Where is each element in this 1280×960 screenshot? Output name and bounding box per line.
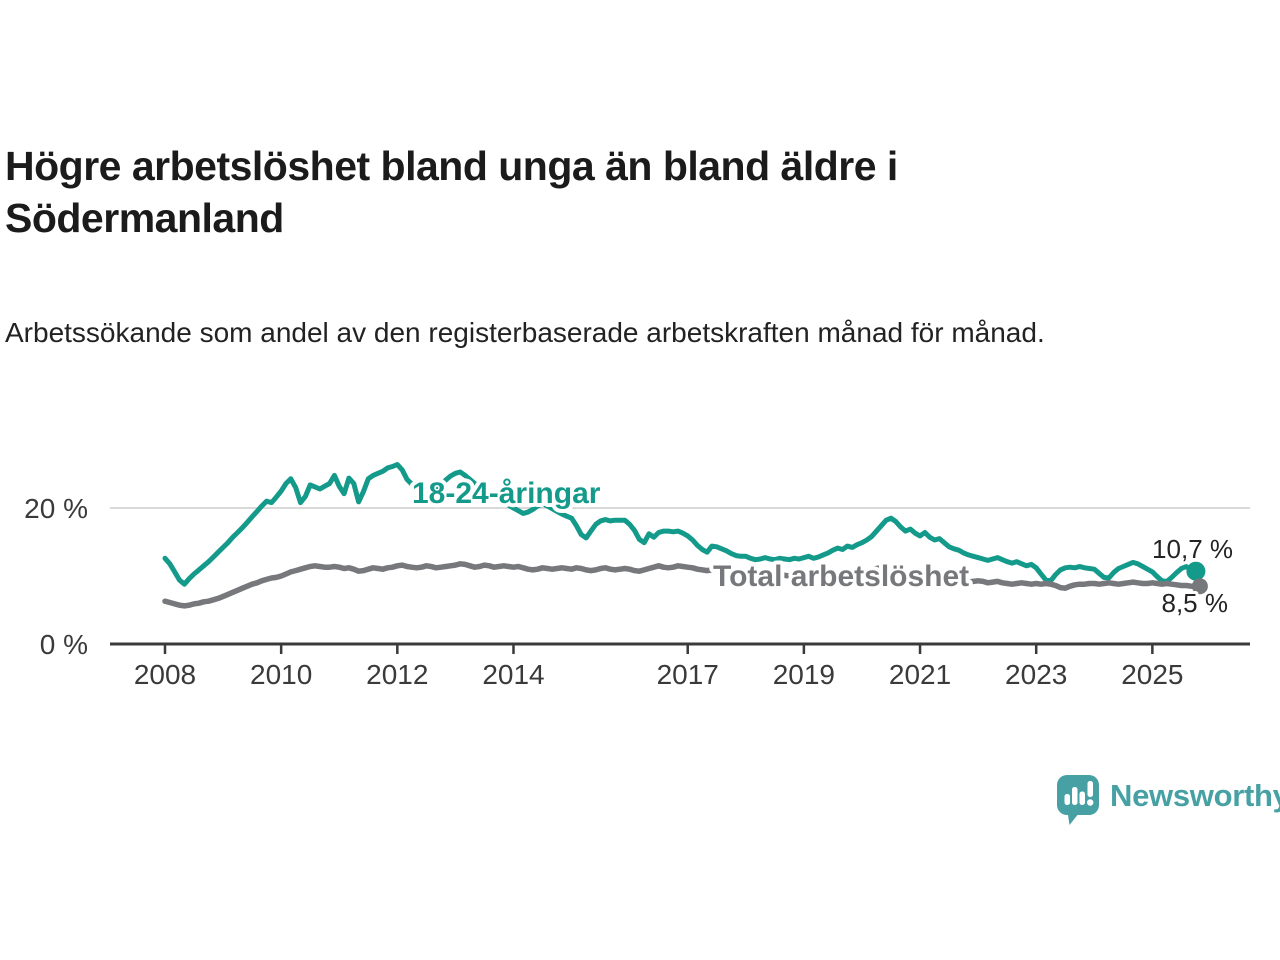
bar-chart-glyph	[1064, 781, 1094, 806]
x-tick-label: 2014	[482, 659, 544, 690]
x-tick-label: 2017	[657, 659, 719, 690]
brand-lockup: Newsworthy	[1056, 774, 1280, 827]
newsworthy-logo-icon	[1057, 775, 1099, 825]
x-tick-label: 2012	[366, 659, 428, 690]
x-tick-label: 2023	[1005, 659, 1067, 690]
brand-name: Newsworthy	[1110, 778, 1280, 813]
y-tick-label: 0 %	[40, 629, 88, 660]
end-value-label-total-arbetsloshet: 8,5 %	[1162, 588, 1229, 618]
y-axis-labels: 0 % 20 %	[24, 493, 88, 660]
x-tick-label: 2025	[1121, 659, 1183, 690]
series-end-dot	[1191, 578, 1208, 595]
series-label-18-24-aringar: 18-24-åringar	[412, 477, 601, 510]
chart-subtitle: Arbetssökande som andel av den registerb…	[5, 317, 1045, 348]
series-end-dots	[1186, 561, 1208, 595]
series-line-18-24	[162, 462, 1199, 587]
chart-title: Högre arbetslöshet bland unga än bland ä…	[5, 143, 898, 241]
x-tick-label: 2010	[250, 659, 312, 690]
x-tick-label: 2019	[773, 659, 835, 690]
y-tick-label: 20 %	[24, 493, 88, 524]
series-end-dot	[1186, 561, 1206, 581]
x-axis: 2008 2010 2012 2014 2017 2019 2021 2023 2025	[110, 642, 1250, 690]
exclamation-dot	[1087, 799, 1094, 806]
series-lines	[162, 462, 1199, 609]
x-tick-label: 2008	[134, 659, 196, 690]
series-line-total	[162, 561, 1199, 609]
end-value-label-18-24-aringar: 10,7 %	[1152, 534, 1233, 564]
series-label-total-arbetsloshet: Total arbetslöshet	[713, 560, 969, 593]
exclamation-stem	[1087, 781, 1093, 797]
x-tick-label: 2021	[889, 659, 951, 690]
